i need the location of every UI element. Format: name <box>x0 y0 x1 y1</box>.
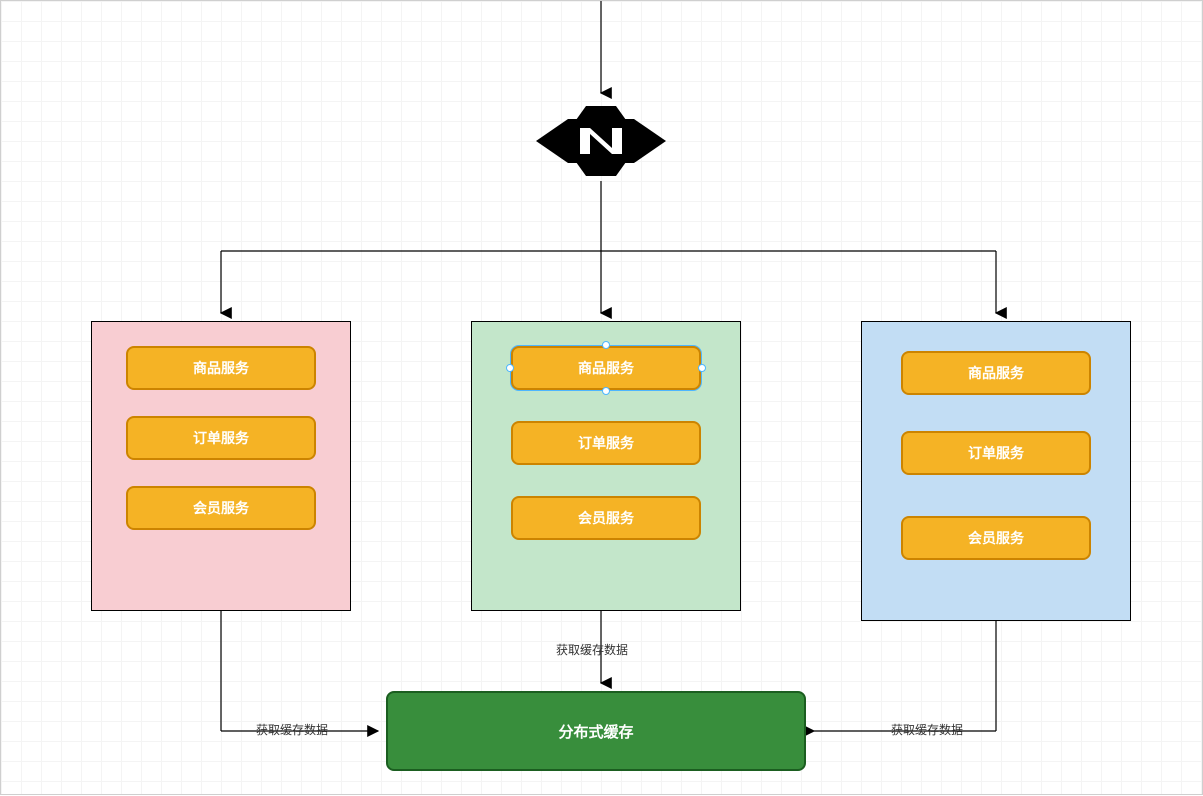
selection-handle-top[interactable] <box>602 341 610 349</box>
service-left-orders[interactable]: 订单服务 <box>126 416 316 460</box>
service-label: 商品服务 <box>193 358 249 378</box>
diagram-canvas[interactable]: 商品服务 订单服务 会员服务 商品服务 订单服务 会员服务 商品服务 订单服务 … <box>0 0 1203 795</box>
service-label: 商品服务 <box>578 358 634 378</box>
service-label: 会员服务 <box>578 508 634 528</box>
service-label: 会员服务 <box>193 498 249 518</box>
service-label: 会员服务 <box>968 528 1024 548</box>
selection-handle-right[interactable] <box>698 364 706 372</box>
service-right-goods[interactable]: 商品服务 <box>901 351 1091 395</box>
cache-label: 分布式缓存 <box>558 721 633 742</box>
service-left-goods[interactable]: 商品服务 <box>126 346 316 390</box>
service-left-members[interactable]: 会员服务 <box>126 486 316 530</box>
cache-node[interactable]: 分布式缓存 <box>386 691 806 771</box>
edge-label-right: 获取缓存数据 <box>891 721 963 738</box>
nginx-icon <box>536 101 666 181</box>
selection-handle-left[interactable] <box>506 364 514 372</box>
service-label: 订单服务 <box>578 433 634 453</box>
service-label: 订单服务 <box>193 428 249 448</box>
service-mid-members[interactable]: 会员服务 <box>511 496 701 540</box>
selection-handle-bottom[interactable] <box>602 387 610 395</box>
service-mid-orders[interactable]: 订单服务 <box>511 421 701 465</box>
service-label: 订单服务 <box>968 443 1024 463</box>
edge-label-mid: 获取缓存数据 <box>556 641 628 658</box>
nginx-node[interactable] <box>536 101 666 181</box>
service-right-members[interactable]: 会员服务 <box>901 516 1091 560</box>
service-right-orders[interactable]: 订单服务 <box>901 431 1091 475</box>
edge-label-left: 获取缓存数据 <box>256 721 328 738</box>
service-label: 商品服务 <box>968 363 1024 383</box>
service-mid-goods[interactable]: 商品服务 <box>511 346 701 390</box>
